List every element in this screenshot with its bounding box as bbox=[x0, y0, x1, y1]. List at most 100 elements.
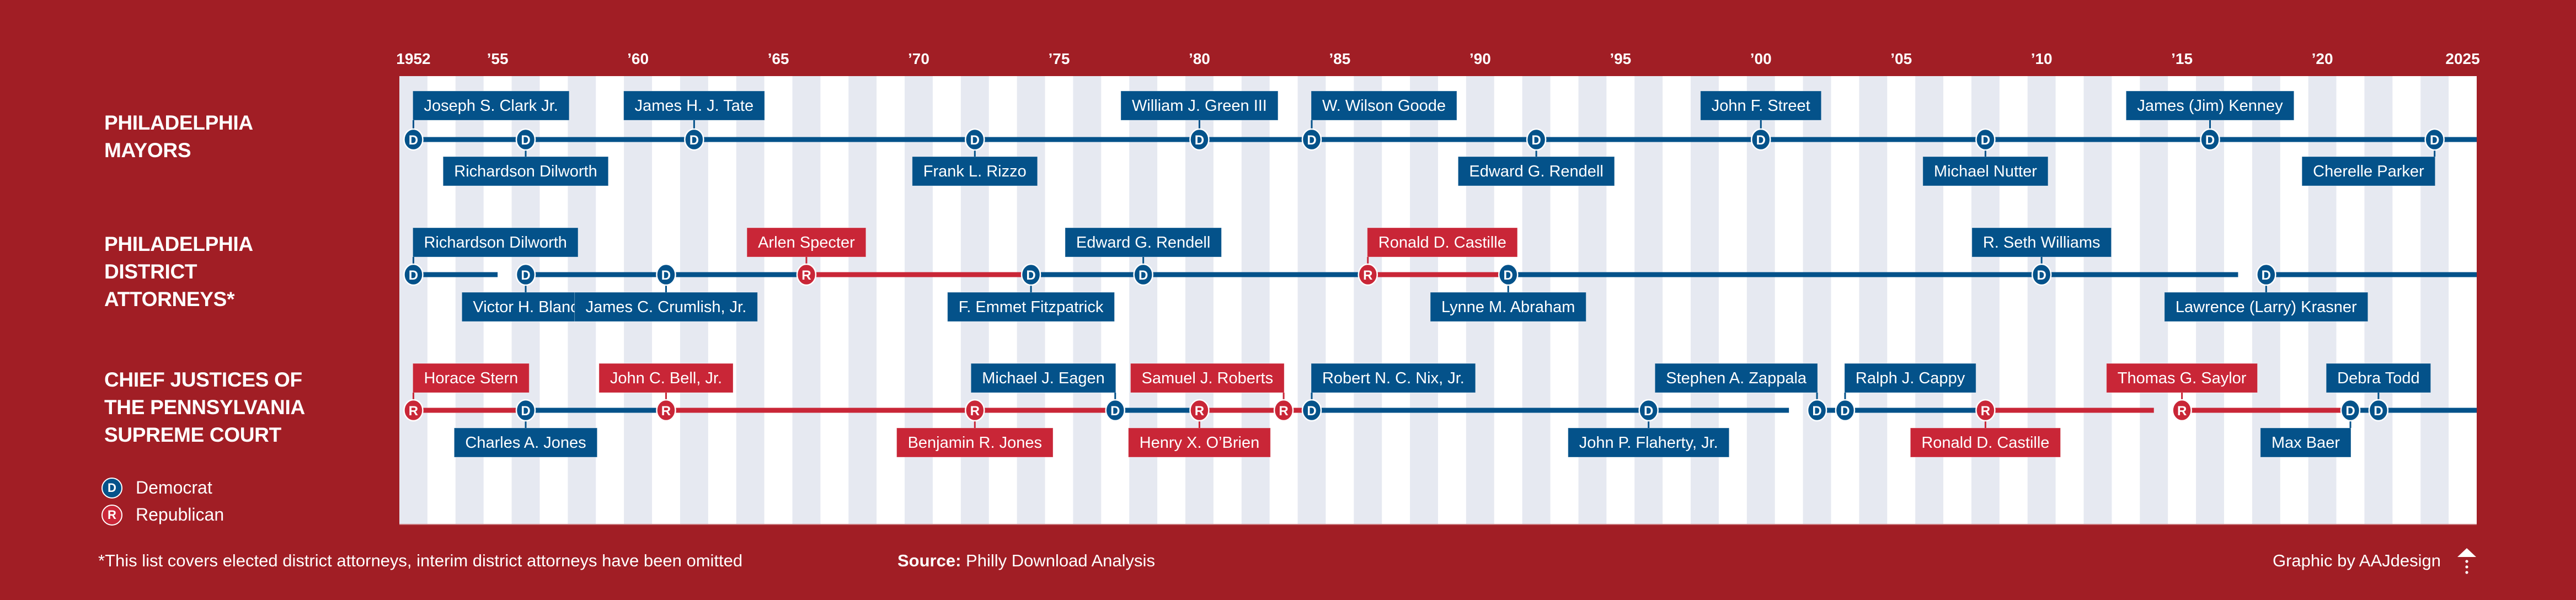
x-tick-label: ’55 bbox=[487, 50, 509, 67]
term-label-box bbox=[1311, 90, 1457, 121]
term-name: John F. Street bbox=[1712, 97, 1810, 115]
year-stripe bbox=[399, 76, 427, 524]
term-segment bbox=[2350, 408, 2379, 413]
term-label: Debra Todd bbox=[2326, 363, 2431, 393]
republican-marker-icon: R bbox=[403, 399, 424, 422]
term-name: Debra Todd bbox=[2337, 369, 2419, 387]
term-label-box bbox=[1844, 363, 1976, 393]
term-segment bbox=[1817, 408, 1845, 413]
term-label: Arlen Specter bbox=[746, 227, 867, 258]
marker-circle bbox=[1189, 399, 1210, 422]
term-label-box bbox=[1311, 363, 1476, 393]
marker-circle bbox=[1358, 263, 1378, 286]
marker-party-letter: D bbox=[1307, 133, 1316, 148]
term-label-box bbox=[896, 427, 1054, 458]
marker-party-letter: R bbox=[801, 268, 811, 283]
term-segment bbox=[1143, 272, 1368, 277]
term-label: Ronald D. Castille bbox=[1910, 427, 2061, 458]
term-segment bbox=[413, 408, 526, 413]
democrat-marker-icon: D bbox=[656, 263, 676, 286]
year-stripe bbox=[1354, 76, 1382, 524]
graphic-credit: Graphic by AAJdesign bbox=[2272, 551, 2441, 570]
marker-party-letter: D bbox=[2345, 404, 2355, 419]
term-segment bbox=[413, 272, 498, 277]
democrat-marker-icon: D bbox=[1189, 128, 1210, 151]
term-label: Benjamin R. Jones bbox=[896, 427, 1054, 458]
marker-circle bbox=[796, 263, 817, 286]
term-name: Robert N. C. Nix, Jr. bbox=[1322, 369, 1465, 387]
democrat-marker-icon: D bbox=[1526, 128, 1547, 151]
x-tick-label: ’00 bbox=[1750, 50, 1772, 67]
term-name: Ronald D. Castille bbox=[1378, 234, 1506, 251]
x-tick-label: ’20 bbox=[2312, 50, 2333, 67]
term-label-box bbox=[1065, 227, 1222, 258]
marker-party-letter: D bbox=[409, 268, 418, 283]
term-label-box bbox=[912, 156, 1038, 186]
timeline-row: Joseph S. Clark Jr. D Richardson Dilworth D… bbox=[403, 90, 2477, 186]
x-tick-label: ’15 bbox=[2171, 50, 2193, 67]
term-segment bbox=[1985, 408, 2154, 413]
x-tick-label: ’85 bbox=[1329, 50, 1350, 67]
marker-circle bbox=[1020, 263, 1041, 286]
democrat-badge-icon: D bbox=[101, 477, 122, 499]
term-name: Henry X. O’Brien bbox=[1140, 434, 1260, 452]
term-segment bbox=[526, 272, 666, 277]
term-name: Edward G. Rendell bbox=[1076, 234, 1210, 251]
term-label-box bbox=[2125, 90, 2295, 121]
marker-circle bbox=[515, 263, 536, 286]
democrat-marker-icon: D bbox=[1751, 128, 1771, 151]
democrat-marker-icon: D bbox=[2424, 128, 2445, 151]
term-label-box bbox=[1120, 90, 1279, 121]
democrat-marker-icon: D bbox=[1807, 399, 1827, 422]
marker-party-letter: D bbox=[661, 268, 671, 283]
term-segment bbox=[975, 408, 1115, 413]
marker-circle bbox=[2256, 263, 2276, 286]
term-label: Samuel J. Roberts bbox=[1130, 363, 1285, 393]
marker-circle bbox=[403, 128, 424, 151]
marker-circle bbox=[965, 399, 985, 422]
term-label-box bbox=[412, 227, 579, 258]
marker-circle bbox=[965, 128, 985, 151]
term-label: Horace Stern bbox=[412, 363, 530, 393]
marker-party-letter: D bbox=[521, 133, 530, 148]
term-name: Michael J. Eagen bbox=[982, 369, 1104, 387]
republican-marker-icon: R bbox=[796, 263, 817, 286]
term-segment bbox=[1845, 408, 1986, 413]
marker-circle bbox=[1273, 399, 1294, 422]
term-segment bbox=[1031, 272, 1143, 277]
democrat-marker-icon: D bbox=[515, 128, 536, 151]
term-segment bbox=[526, 137, 694, 142]
term-name: Frank L. Rizzo bbox=[923, 163, 1027, 180]
democrat-marker-icon: D bbox=[403, 128, 424, 151]
marker-circle bbox=[1835, 399, 1856, 422]
marker-circle bbox=[656, 399, 676, 422]
footnote: *This list covers elected district attor… bbox=[98, 551, 743, 570]
legend-item-republican: R Republican bbox=[101, 501, 224, 528]
marker-circle bbox=[1189, 128, 1210, 151]
term-label: Ronald D. Castille bbox=[1367, 227, 1518, 258]
more-options-icon[interactable] bbox=[2457, 548, 2476, 576]
term-label: Charles A. Jones bbox=[453, 427, 598, 458]
term-label-box bbox=[1971, 227, 2112, 258]
term-name: Samuel J. Roberts bbox=[1142, 369, 1274, 387]
term-label-box bbox=[746, 227, 867, 258]
marker-circle bbox=[403, 263, 424, 286]
term-segment bbox=[666, 408, 975, 413]
marker-circle bbox=[2172, 399, 2192, 422]
term-name: Richardson Dilworth bbox=[424, 234, 567, 251]
term-name: James C. Crumlish, Jr. bbox=[586, 298, 747, 316]
marker-circle bbox=[684, 128, 704, 151]
term-label: James H. J. Tate bbox=[623, 90, 765, 121]
term-segment bbox=[1367, 272, 1509, 277]
term-label: Victor H. Blanc bbox=[461, 292, 590, 322]
term-segment bbox=[694, 137, 975, 142]
term-name: Michael Nutter bbox=[1934, 163, 2037, 180]
term-label: John P. Flaherty, Jr. bbox=[1568, 427, 1730, 458]
term-segment bbox=[1648, 408, 1789, 413]
marker-party-letter: D bbox=[1840, 404, 1850, 419]
marker-party-letter: D bbox=[1026, 268, 1035, 283]
democrat-marker-icon: D bbox=[403, 263, 424, 286]
term-label: W. Wilson Goode bbox=[1311, 90, 1457, 121]
term-name: Victor H. Blanc bbox=[473, 298, 578, 316]
term-segment bbox=[2210, 137, 2435, 142]
